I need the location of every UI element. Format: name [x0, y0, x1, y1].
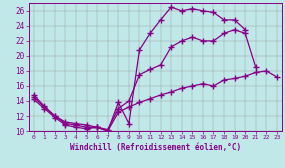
X-axis label: Windchill (Refroidissement éolien,°C): Windchill (Refroidissement éolien,°C)	[70, 143, 241, 152]
